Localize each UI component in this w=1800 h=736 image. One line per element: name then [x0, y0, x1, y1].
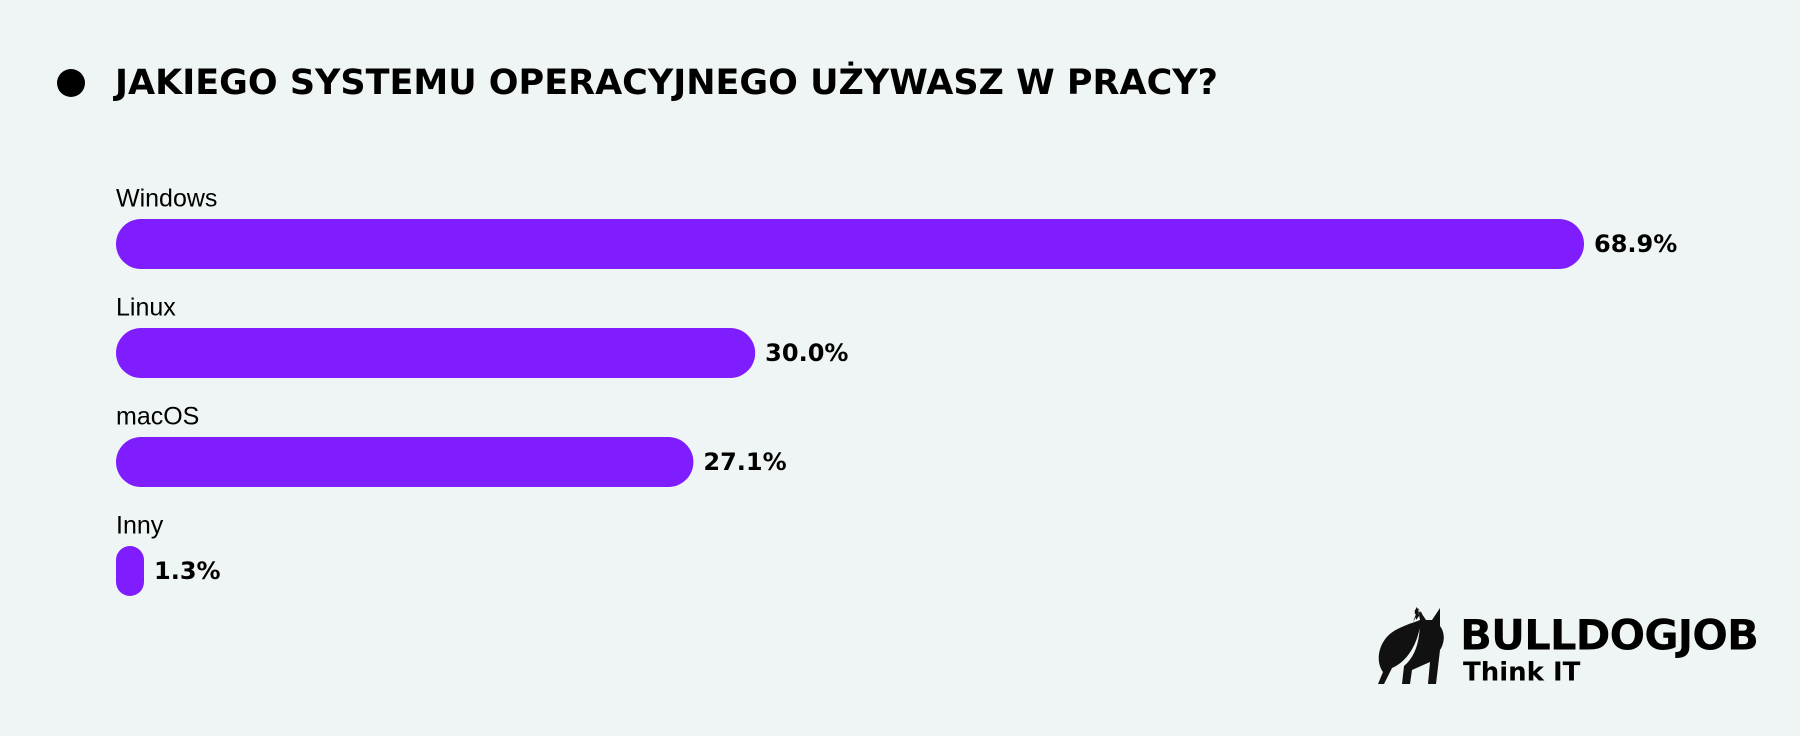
value-label: 27.1% — [703, 448, 786, 476]
chart-title: JAKIEGO SYSTEMU OPERACYJNEGO UŻYWASZ W P… — [113, 60, 1218, 103]
title-bullet — [57, 69, 85, 97]
category-label: Windows — [116, 185, 217, 213]
category-label: Inny — [116, 512, 164, 540]
bar — [116, 437, 694, 487]
value-label: 30.0% — [765, 339, 848, 367]
logo: BULLDOGJOB Think IT — [1378, 607, 1759, 688]
bar — [116, 219, 1584, 269]
value-label: 1.3% — [154, 557, 221, 585]
brand-name: BULLDOGJOB — [1460, 611, 1758, 660]
category-label: macOS — [116, 403, 199, 431]
bar — [116, 328, 756, 378]
logo-dog — [1378, 607, 1444, 684]
bar — [116, 546, 144, 596]
category-label: Linux — [116, 294, 176, 322]
brand-tagline: Think IT — [1463, 658, 1581, 688]
value-label: 68.9% — [1594, 230, 1677, 258]
